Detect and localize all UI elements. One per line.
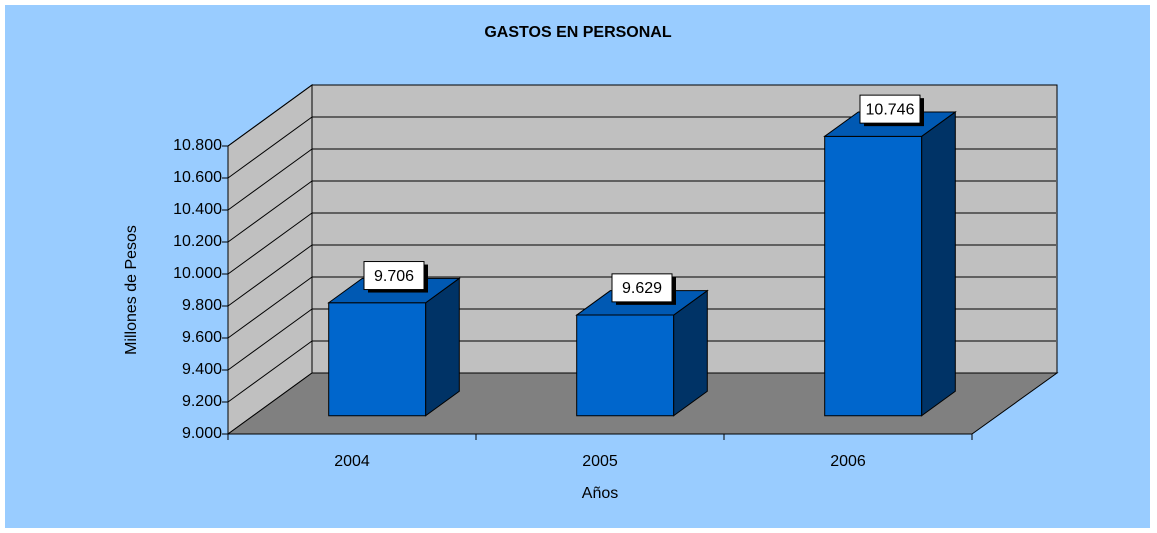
y-axis-label: Millones de Pesos	[123, 225, 140, 355]
y-tick-label: 9.400	[182, 361, 222, 378]
bar-front	[824, 135, 923, 417]
x-axis-label: Años	[582, 485, 618, 502]
value-label-box	[859, 94, 921, 124]
grid-line	[227, 84, 313, 147]
grid-line	[227, 340, 313, 403]
bar	[327, 277, 461, 417]
grid-line	[227, 148, 313, 211]
bar-side	[921, 110, 956, 417]
bar-front	[576, 314, 675, 417]
y-tick-label: 10.400	[173, 201, 222, 218]
y-tick-label: 10.200	[173, 233, 222, 250]
value-label: 9.629	[622, 280, 662, 297]
value-label: 9.706	[374, 268, 414, 285]
y-tick-label: 10.600	[173, 169, 222, 186]
grid-line	[227, 116, 313, 179]
value-label: 10.746	[866, 101, 915, 118]
bar	[823, 110, 957, 417]
grid-line	[227, 180, 313, 243]
x-tick-label: 2005	[582, 453, 618, 470]
grid-line	[227, 244, 313, 307]
y-tick-label: 10.800	[173, 137, 222, 154]
grid-line	[227, 212, 313, 275]
bar	[575, 289, 709, 417]
x-tick-label: 2004	[334, 453, 370, 470]
y-tick-label: 10.000	[173, 265, 222, 282]
grid-line	[227, 276, 313, 339]
chart-title: GASTOS EN PERSONAL	[484, 24, 672, 41]
y-tick-label: 9.000	[182, 425, 222, 442]
y-tick-label: 9.200	[182, 393, 222, 410]
grid-line	[227, 308, 313, 371]
y-tick-label: 9.800	[182, 297, 222, 314]
x-tick-label: 2006	[830, 453, 866, 470]
bar-front	[328, 302, 427, 417]
value-label-box	[611, 273, 673, 303]
y-tick-label: 9.600	[182, 329, 222, 346]
value-label-box	[363, 261, 425, 291]
